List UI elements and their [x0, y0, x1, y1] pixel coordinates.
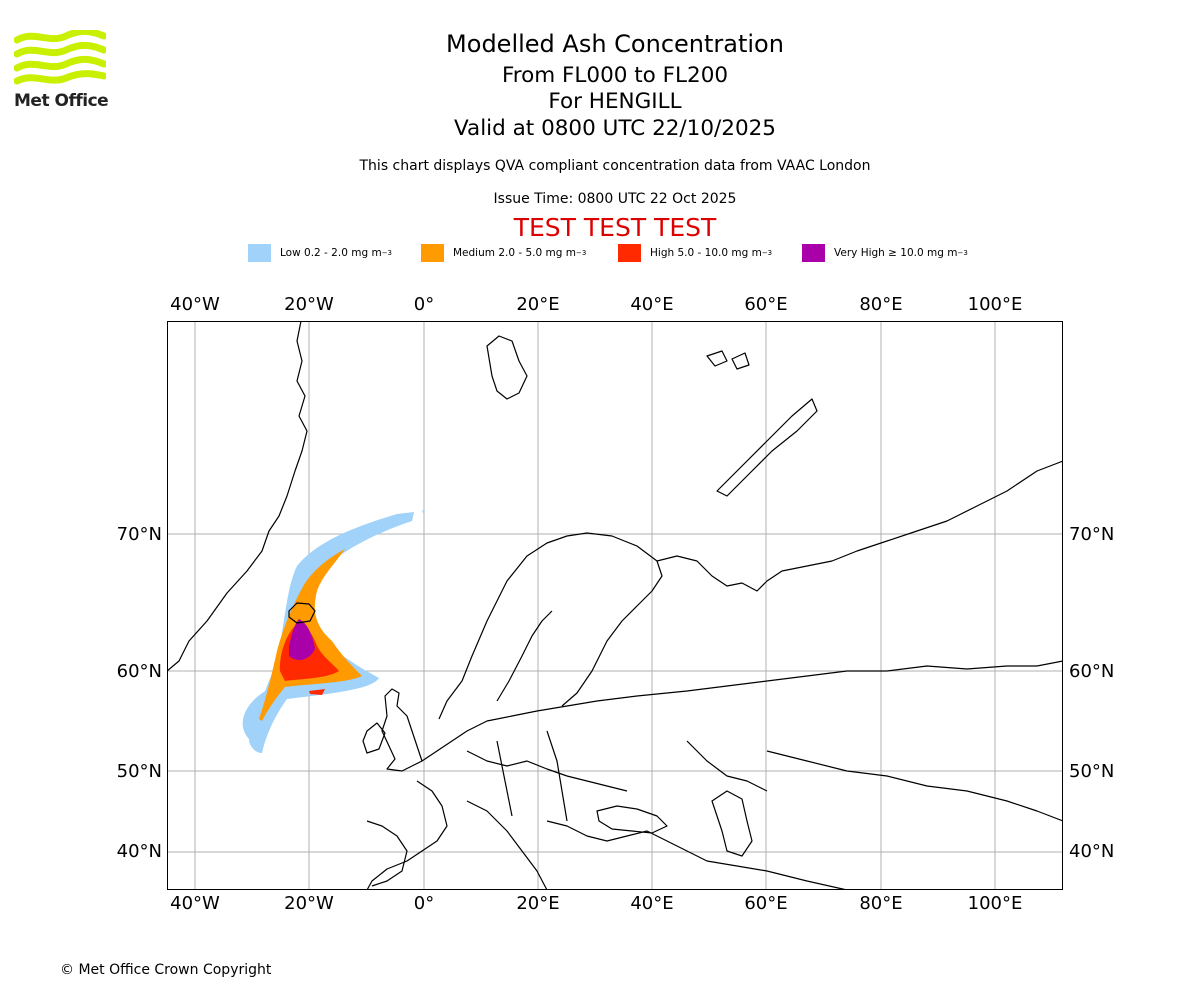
- issue-time: Issue Time: 0800 UTC 22 Oct 2025: [493, 191, 737, 207]
- lon-tick-bottom: 40°E: [630, 893, 674, 914]
- lon-tick-bottom: 100°E: [967, 893, 1023, 914]
- lat-tick-right: 70°N: [1069, 524, 1115, 545]
- legend-label-low: Low 0.2 - 2.0 mg m: [280, 247, 382, 259]
- legend-very-high: Very High ≥ 10.0 mg m −3: [802, 244, 968, 262]
- lat-tick-right: 60°N: [1069, 661, 1115, 682]
- ash-low: [242, 510, 425, 753]
- volcano-name: For HENGILL: [548, 89, 682, 114]
- legend-swatch-medium: [421, 244, 444, 262]
- subtitle: This chart displays QVA compliant concen…: [359, 158, 871, 174]
- legend-high: High 5.0 - 10.0 mg m −3: [618, 244, 772, 262]
- met-office-logo: [14, 30, 106, 85]
- legend-exponent: −3: [761, 249, 773, 257]
- lon-tick-top: 100°E: [967, 294, 1023, 315]
- legend-label-very-high: Very High ≥ 10.0 mg m: [834, 247, 958, 259]
- valid-time: Valid at 0800 UTC 22/10/2025: [453, 116, 776, 141]
- lon-tick-top: 0°: [413, 294, 435, 315]
- legend-swatch-very-high: [802, 244, 825, 262]
- lon-tick-bottom: 40°W: [170, 893, 220, 914]
- map-frame: [167, 321, 1063, 890]
- lon-tick-bottom: 20°W: [284, 893, 334, 914]
- lat-tick-right: 40°N: [1069, 841, 1115, 862]
- lon-tick-top: 60°E: [744, 294, 788, 315]
- legend-exponent: −3: [381, 249, 393, 257]
- legend-label-high: High 5.0 - 10.0 mg m: [650, 247, 762, 259]
- legend-label-medium: Medium 2.0 - 5.0 mg m: [453, 247, 576, 259]
- lon-tick-bottom: 20°E: [516, 893, 560, 914]
- lon-tick-top: 20°E: [516, 294, 560, 315]
- ash-map: [167, 321, 1063, 890]
- legend-swatch-low: [248, 244, 271, 262]
- lon-tick-bottom: 0°: [413, 893, 435, 914]
- lat-tick-left: 50°N: [116, 761, 162, 782]
- flight-level-range: From FL000 to FL200: [501, 63, 729, 88]
- lon-tick-top: 80°E: [859, 294, 903, 315]
- legend-medium: Medium 2.0 - 5.0 mg m −3: [421, 244, 586, 262]
- legend-exponent: −3: [957, 249, 968, 257]
- lat-tick-left: 40°N: [116, 841, 162, 862]
- lon-tick-top: 40°E: [630, 294, 674, 315]
- lon-tick-top: 20°W: [284, 294, 334, 315]
- test-banner: TEST TEST TEST: [513, 213, 717, 242]
- lon-tick-top: 40°W: [170, 294, 220, 315]
- logo-text: Met Office: [14, 91, 109, 111]
- lat-tick-left: 70°N: [116, 524, 162, 545]
- chart-title: Modelled Ash Concentration: [446, 30, 784, 58]
- legend-exponent: −3: [575, 249, 587, 257]
- lon-tick-bottom: 80°E: [859, 893, 903, 914]
- coastlines: [167, 321, 1063, 890]
- lat-tick-right: 50°N: [1069, 761, 1115, 782]
- copyright: © Met Office Crown Copyright: [60, 962, 272, 978]
- lon-tick-bottom: 60°E: [744, 893, 788, 914]
- legend-low: Low 0.2 - 2.0 mg m −3: [248, 244, 392, 262]
- ash-very-high: [289, 619, 315, 661]
- lat-tick-left: 60°N: [116, 661, 162, 682]
- legend-swatch-high: [618, 244, 641, 262]
